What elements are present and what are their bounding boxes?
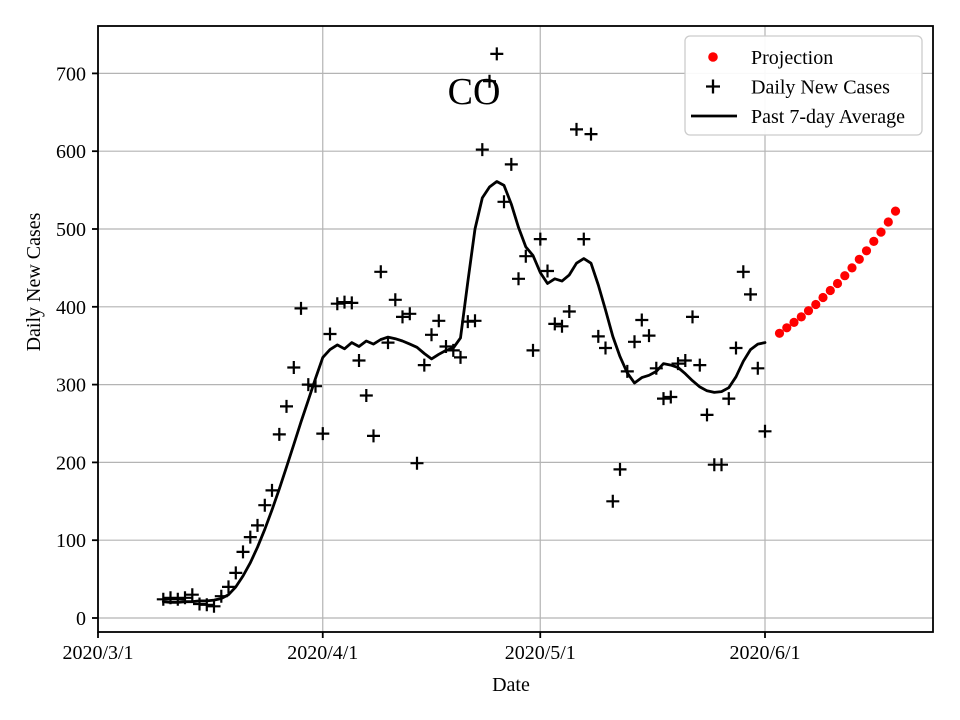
projection-dot [876,227,886,237]
projection-dot [890,206,901,216]
y-tick-label: 100 [56,530,86,552]
y-tick-label: 500 [56,219,86,241]
y-tick-label: 600 [56,141,86,163]
legend-average-label: Past 7-day Average [751,106,905,128]
projection-dot [861,246,872,256]
projection-dot [818,292,828,303]
projection-dot [782,323,792,333]
projection-dot [847,263,857,273]
data-series [156,47,901,613]
x-tick-label: 2020/6/1 [729,642,800,664]
daily-cases-markers [156,47,772,613]
y-tick-label: 200 [56,452,86,474]
projection-dot [825,285,835,296]
legend-daily-cases-label: Daily New Cases [751,77,890,99]
chart-title: CO [448,71,501,113]
projection-dot [811,299,821,310]
y-tick-label: 300 [56,375,86,397]
x-axis-label: Date [492,674,530,696]
y-axis-label: Daily New Cases [23,212,45,351]
projection-dot [840,271,850,281]
y-tick-label: 400 [56,297,86,319]
projection-dot [854,254,864,264]
y-tick-label: 0 [76,608,86,630]
legend-projection-dot-icon [708,52,718,62]
plot-border [97,25,934,633]
projection-dot [869,236,879,246]
tick-labels: 2020/3/1 2020/4/1 2020/5/1 2020/6/1 0 100 200 3… [56,63,801,664]
x-tick-label: 2020/3/1 [62,642,133,664]
legend: Projection Daily New Cases Past 7-day Av… [684,35,923,136]
projection-dot [789,317,799,327]
projection-dot [803,306,814,316]
projection-dot [832,278,843,289]
projection-dot [774,328,785,338]
y-tick-label: 700 [56,63,86,85]
axes [92,25,934,638]
legend-projection-label: Projection [751,47,833,69]
x-tick-label: 2020/5/1 [505,642,576,664]
projection-dot [796,312,806,322]
x-tick-label: 2020/4/1 [287,642,358,664]
average-line [161,180,767,604]
projection-dot [883,217,893,227]
legend-plus-marker-icon [706,79,720,94]
legend-box [684,35,923,136]
